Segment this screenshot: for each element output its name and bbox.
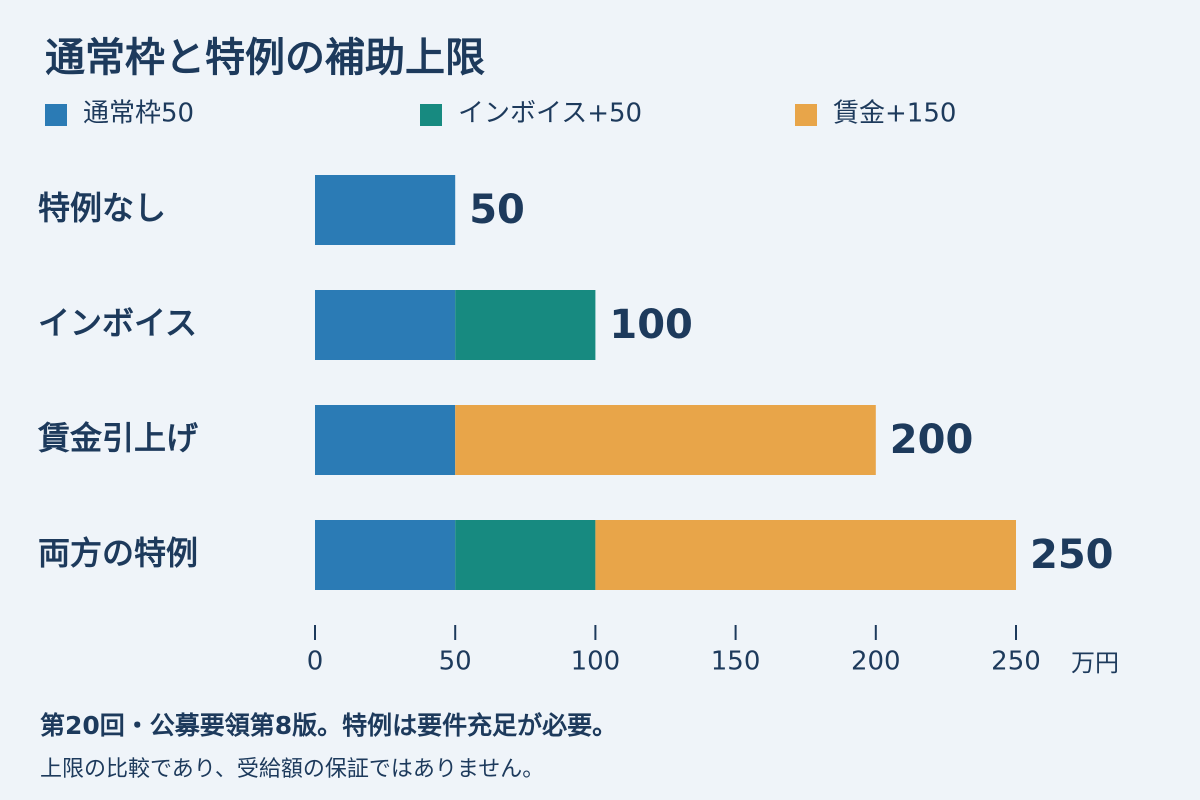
x-tick-label: 100: [571, 647, 621, 677]
bar-segment: [315, 520, 456, 590]
y-tick-label: 特例なし: [38, 189, 166, 227]
x-tick-label: 200: [851, 647, 901, 677]
legend-swatch: [45, 104, 67, 126]
total-label: 250: [1030, 532, 1114, 578]
y-tick-label: 両方の特例: [38, 534, 198, 572]
bar-segment: [315, 175, 456, 245]
total-label: 200: [890, 417, 974, 463]
y-tick-label: インボイス: [38, 304, 197, 342]
bar-segment: [455, 405, 876, 475]
x-tick-label: 250: [991, 647, 1041, 677]
bar-segment: [595, 520, 1016, 590]
bar-segment: [455, 290, 596, 360]
legend-swatch: [795, 104, 817, 126]
footnote: 第20回・公募要領第8版。特例は要件充足が必要。: [40, 711, 617, 740]
total-label: 100: [609, 302, 693, 348]
y-tick-label: 賃金引上げ: [37, 419, 198, 457]
total-label: 50: [469, 187, 525, 233]
chart-title: 通常枠と特例の補助上限: [45, 35, 485, 81]
bar-segment: [455, 520, 596, 590]
x-unit: 万円: [1071, 649, 1119, 677]
legend-label: 賃金+150: [833, 99, 956, 129]
bar-segment: [315, 405, 456, 475]
x-tick-label: 50: [439, 647, 472, 677]
x-tick-label: 0: [307, 647, 324, 677]
legend-label: 通常枠50: [83, 99, 194, 129]
x-tick-label: 150: [711, 647, 761, 677]
legend-swatch: [420, 104, 442, 126]
footnote: 上限の比較であり、受給額の保証ではありません。: [40, 757, 544, 782]
legend-label: インボイス+50: [458, 99, 642, 129]
bar-segment: [315, 290, 456, 360]
